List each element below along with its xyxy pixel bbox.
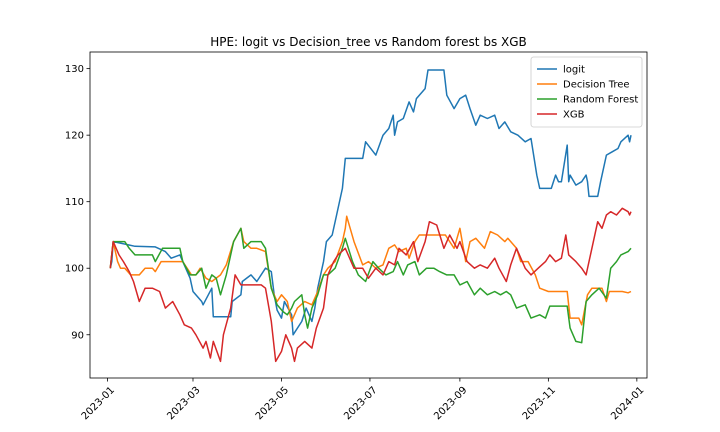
- legend-label: logit: [563, 65, 585, 76]
- y-tick-label: 130: [65, 64, 84, 75]
- legend-label: Random Forest: [563, 95, 638, 106]
- series-line-logit: [109, 69, 632, 336]
- y-tick-label: 120: [65, 131, 84, 142]
- legend-label: Decision Tree: [563, 80, 630, 91]
- series-line-xgb: [109, 207, 632, 363]
- legend-box: [530, 56, 643, 128]
- axes-frame: [89, 51, 648, 379]
- y-axis: 90 100 110 120 130: [65, 64, 90, 341]
- y-tick-label: 110: [65, 197, 84, 208]
- chart-title: HPE: logit vs Decision_tree vs Random fo…: [210, 35, 527, 49]
- y-tick-label: 90: [71, 330, 84, 341]
- y-tick-label: 100: [65, 264, 84, 275]
- series-line-random-forest: [109, 227, 632, 344]
- series-layer: [109, 69, 632, 363]
- legend-label: XGB: [563, 110, 585, 121]
- legend: logit Decision Tree Random Forest XGB: [530, 56, 643, 128]
